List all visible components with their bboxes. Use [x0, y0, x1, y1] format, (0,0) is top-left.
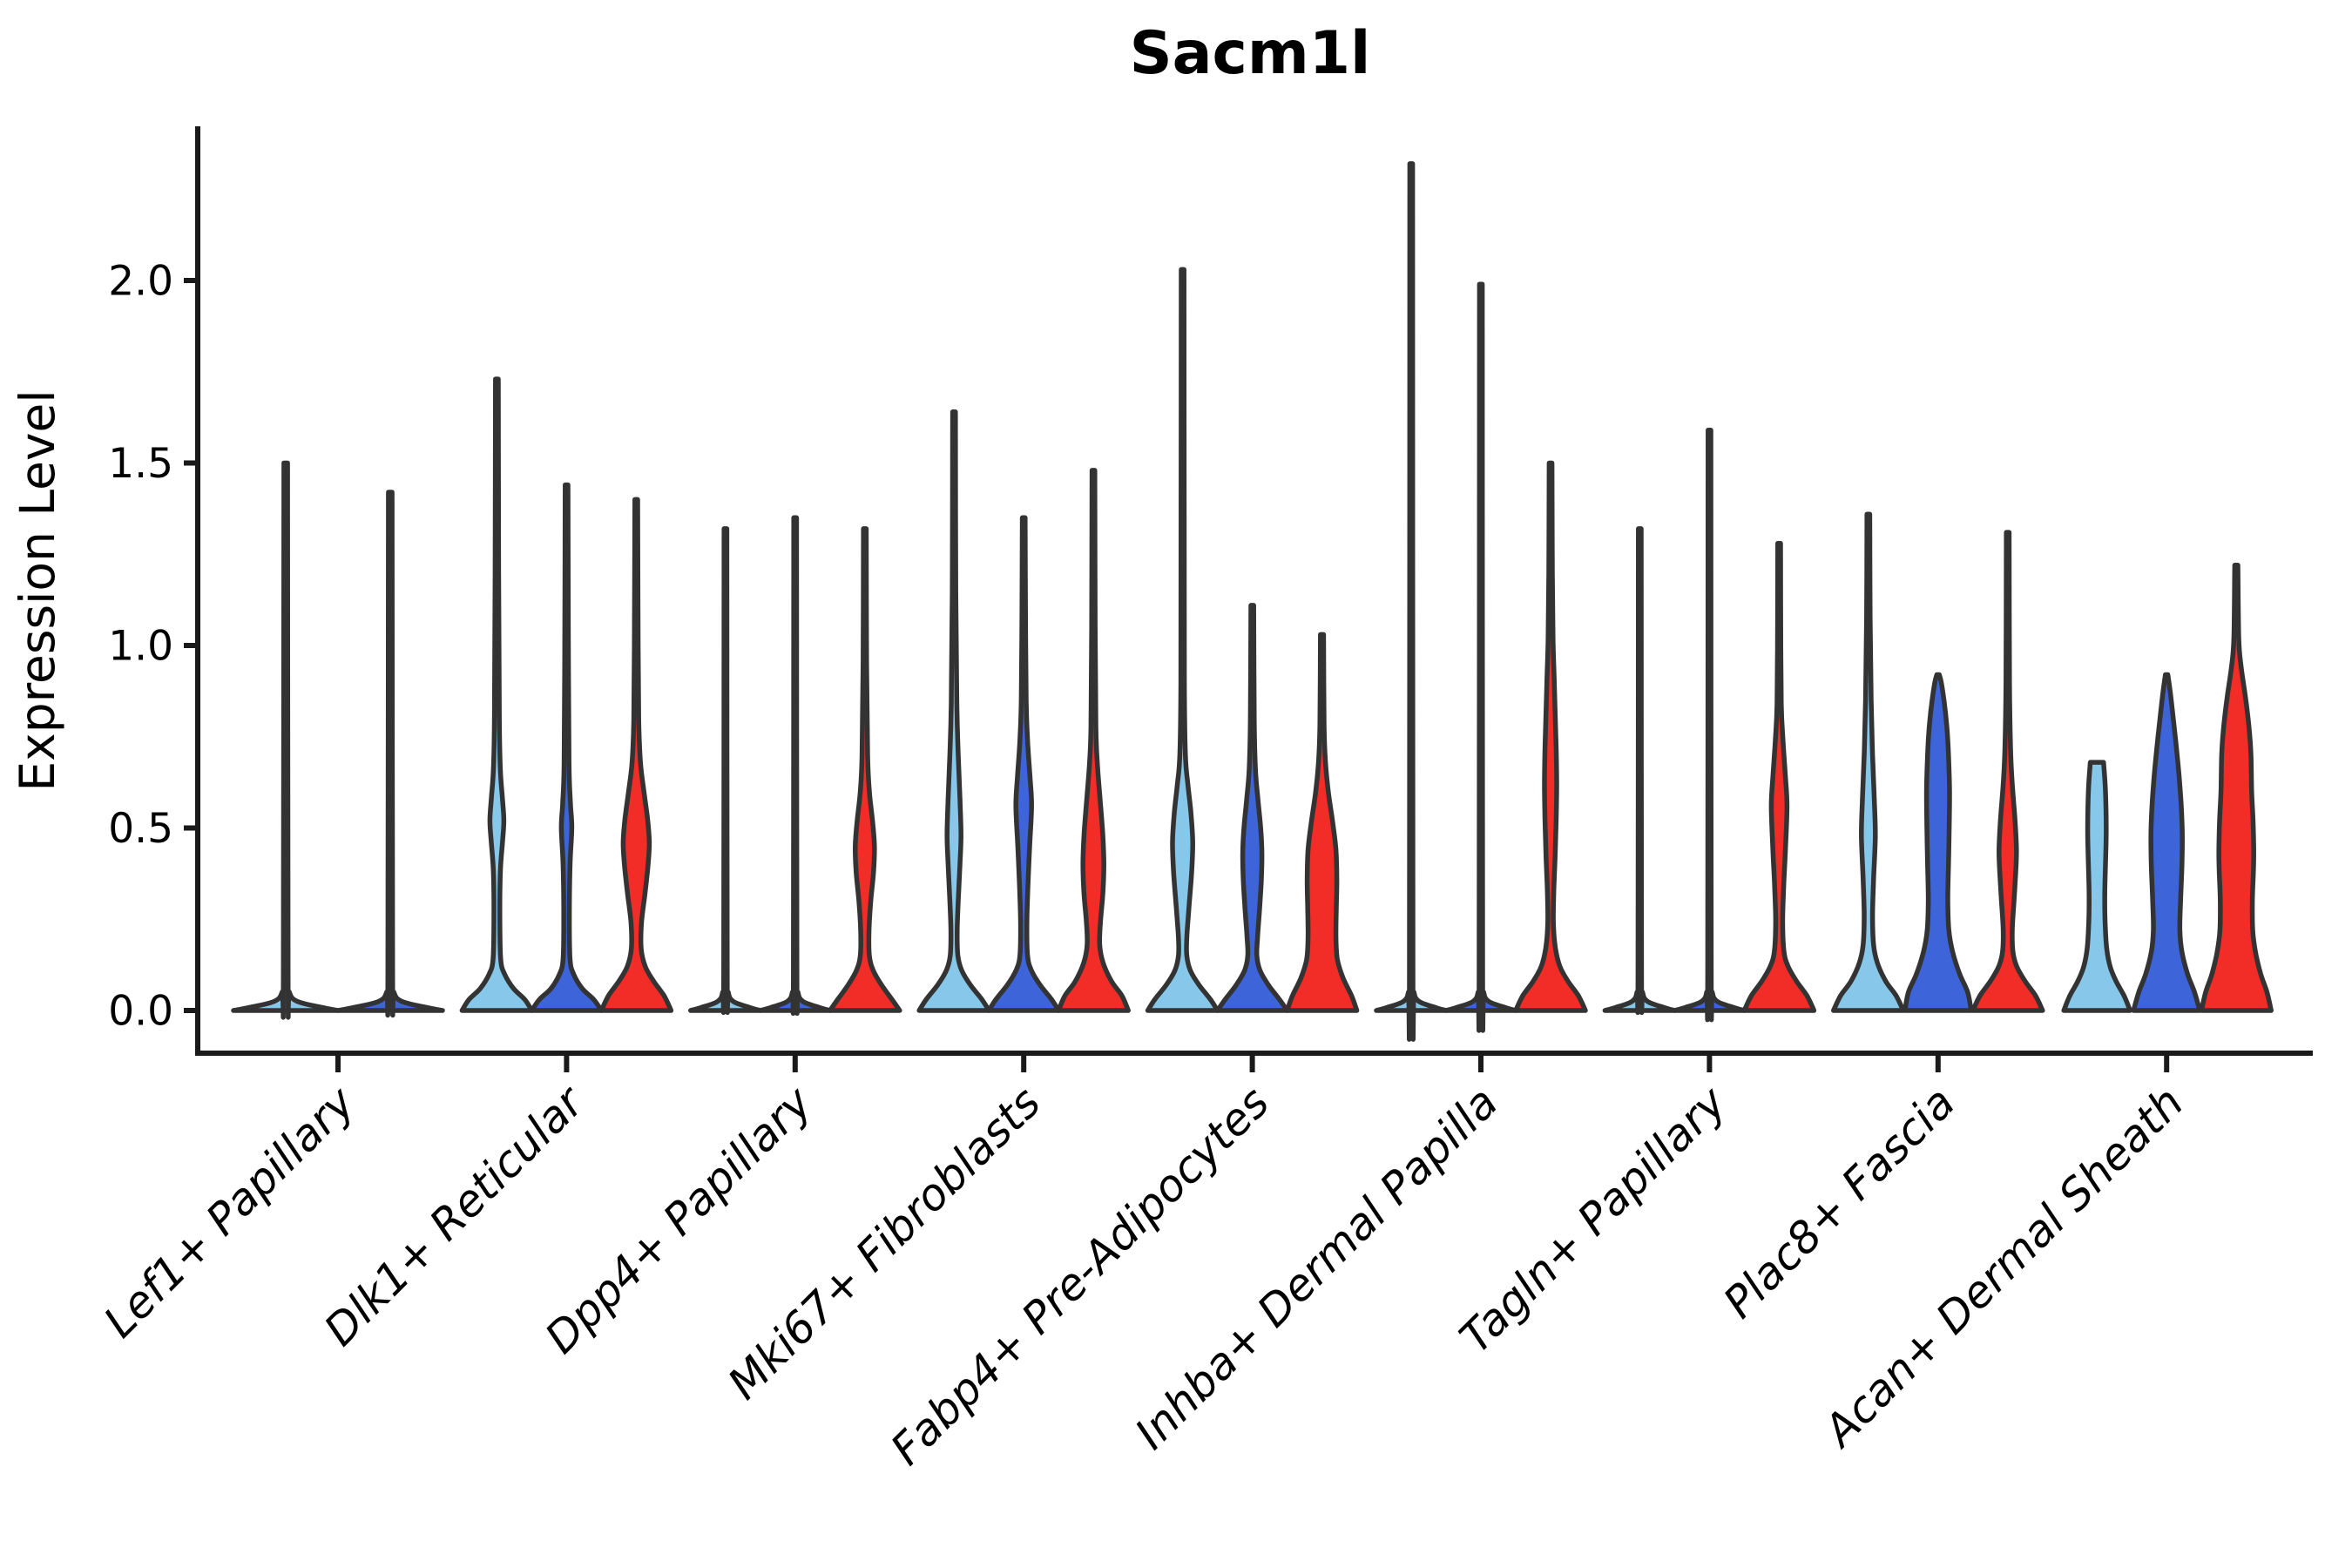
violin-3-lightblue [916, 409, 991, 1013]
violin-1-blue [529, 482, 605, 1013]
violin-4-red [1284, 632, 1360, 1013]
violin-1-red [598, 497, 674, 1013]
x-tick-label-0: Lef1+ Papillary [94, 1076, 365, 1347]
y-tick-label-1.5: 1.5 [108, 440, 173, 488]
violin-7-blue [1903, 672, 1974, 1013]
violin-8-red [2199, 563, 2274, 1013]
x-tick-label-5: Inhba+ Dermal Papilla [1125, 1077, 1507, 1458]
violin-6-blue [1672, 428, 1747, 1023]
chart-title: Sacm1l [1130, 19, 1371, 88]
violin-5-blue [1443, 281, 1518, 1033]
violin-3-red [1056, 468, 1131, 1013]
violin-4-blue [1214, 603, 1290, 1013]
violin-3-blue [986, 515, 1061, 1013]
violin-6-red [1741, 540, 1817, 1013]
violin-5-red [1513, 460, 1588, 1013]
violins-layer [231, 161, 2274, 1042]
violin-7-red [1970, 530, 2045, 1013]
x-tick-label-4: Fabp4+ Pre-Adipocytes [882, 1077, 1280, 1475]
violin-2-blue [758, 515, 833, 1016]
violin-8-blue [2131, 672, 2202, 1013]
violin-2-lightblue [688, 526, 763, 1016]
violin-4-lightblue [1145, 267, 1220, 1013]
violin-2-red [828, 526, 902, 1013]
violin-5-lightblue [1374, 161, 1449, 1042]
y-tick-label-2.0: 2.0 [108, 257, 173, 305]
violin-0-lightblue [231, 460, 341, 1020]
violin-6-lightblue [1602, 526, 1678, 1016]
y-tick-label-1.0: 1.0 [108, 622, 173, 670]
y-tick-label-0.5: 0.5 [108, 805, 173, 853]
y-axis-label: Expression Level [10, 389, 65, 791]
violin-0-blue [335, 490, 445, 1018]
violin-1-lightblue [459, 376, 535, 1013]
x-tick-label-8: Acan+ Dermal Sheath [1813, 1077, 2193, 1457]
violin-7-lightblue [1831, 511, 1906, 1013]
violin-8-lightblue [2061, 760, 2132, 1013]
y-tick-label-0.0: 0.0 [108, 987, 173, 1035]
x-tick-label-7: Plac8+ Fascia [1713, 1077, 1964, 1328]
